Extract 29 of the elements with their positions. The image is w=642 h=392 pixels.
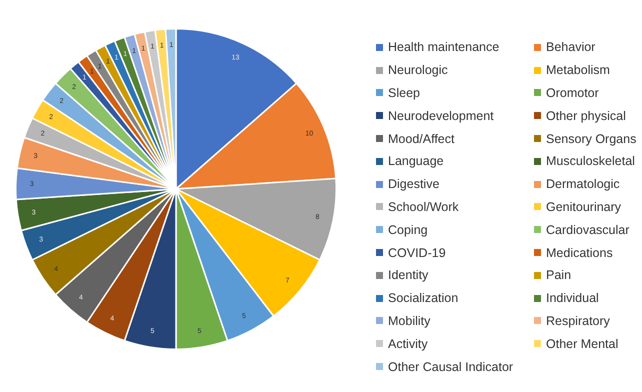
- legend-label: Mobility: [388, 314, 430, 328]
- legend-label: Behavior: [546, 40, 596, 54]
- legend-label: Language: [388, 154, 444, 168]
- legend-label: Other Causal Indicator: [388, 360, 514, 374]
- legend-label: Cardiovascular: [546, 222, 630, 237]
- legend-label: Genitourinary: [546, 200, 622, 214]
- legend-label: School/Work: [388, 200, 459, 214]
- legend-label: Dermatologic: [546, 177, 620, 192]
- legend-label: Pain: [546, 268, 572, 282]
- legend-label: COVID-19: [388, 246, 446, 260]
- legend-label: Mood/Affect: [388, 132, 454, 146]
- legend-label: Coping: [388, 222, 428, 237]
- legend-label: Activity: [388, 336, 428, 351]
- legend-label: Health maintenance: [388, 40, 500, 54]
- legend-label: Sleep: [388, 86, 420, 100]
- legend-label: Digestive: [388, 177, 440, 192]
- legend-label: Oromotor: [546, 86, 599, 100]
- legend-label: Identity: [388, 268, 428, 282]
- legend-label: Socialization: [388, 291, 458, 306]
- legend-label: Metabolism: [546, 63, 610, 78]
- legend-label: Individual: [546, 291, 599, 306]
- legend-label: Sensory Organs: [546, 132, 636, 146]
- legend-label: Neurodevelopment: [388, 108, 494, 123]
- legend-label: Other physical: [546, 108, 626, 123]
- legend-label: Medications: [546, 246, 613, 260]
- legend-label: Other Mental: [546, 336, 618, 351]
- legend-label: Musculoskeletal: [546, 154, 635, 168]
- legend-label: Respiratory: [546, 314, 610, 328]
- legend-label: Neurologic: [388, 63, 448, 78]
